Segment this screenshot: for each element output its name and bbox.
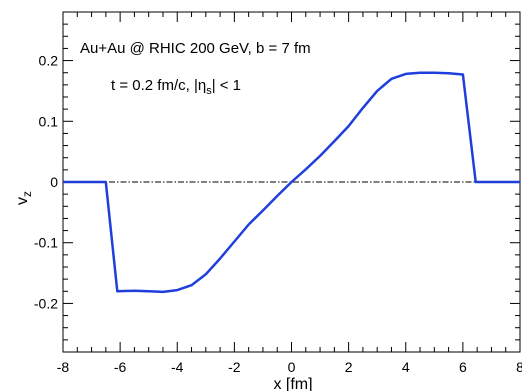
y-tick-label: -0.1 <box>34 235 58 251</box>
x-tick-label: -8 <box>57 359 70 375</box>
y-tick-label: 0.1 <box>39 113 59 129</box>
x-tick-label: 6 <box>459 359 467 375</box>
annotation-line-1: Au+Au @ RHIC 200 GeV, b = 7 fm <box>80 40 311 57</box>
series-layer <box>63 71 520 294</box>
x-tick-label: 2 <box>345 359 353 375</box>
svg-text:vz: vz <box>14 191 34 205</box>
y-axis-label: vz <box>14 191 34 205</box>
y-axis-label-main: v <box>14 197 31 205</box>
y-tick-label: 0 <box>50 174 58 190</box>
x-tick-label: 8 <box>516 359 522 375</box>
annotation-line-2-pre: t = 0.2 fm/c, |η <box>111 77 206 94</box>
x-tick-label: 4 <box>402 359 410 375</box>
x-tick-label: 0 <box>288 359 296 375</box>
series-line <box>63 71 520 294</box>
y-tick-label: 0.2 <box>39 53 59 69</box>
y-tick-label: -0.2 <box>34 295 58 311</box>
x-tick-label: -4 <box>171 359 184 375</box>
annotation-line-2-sub: s <box>206 85 212 97</box>
ticks: -8 -6 -4 -2 0 2 4 6 8 -0.2 -0.1 0 0.1 0.2 <box>34 11 522 375</box>
annotation-line-2-post: | < 1 <box>212 77 241 94</box>
x-tick-label: -6 <box>114 359 127 375</box>
annotation-line-2: t = 0.2 fm/c, |ηs| < 1 <box>111 77 241 97</box>
y-axis-label-sub: z <box>20 191 34 197</box>
x-tick-label: -2 <box>228 359 241 375</box>
x-axis-label: x [fm] <box>273 376 312 391</box>
